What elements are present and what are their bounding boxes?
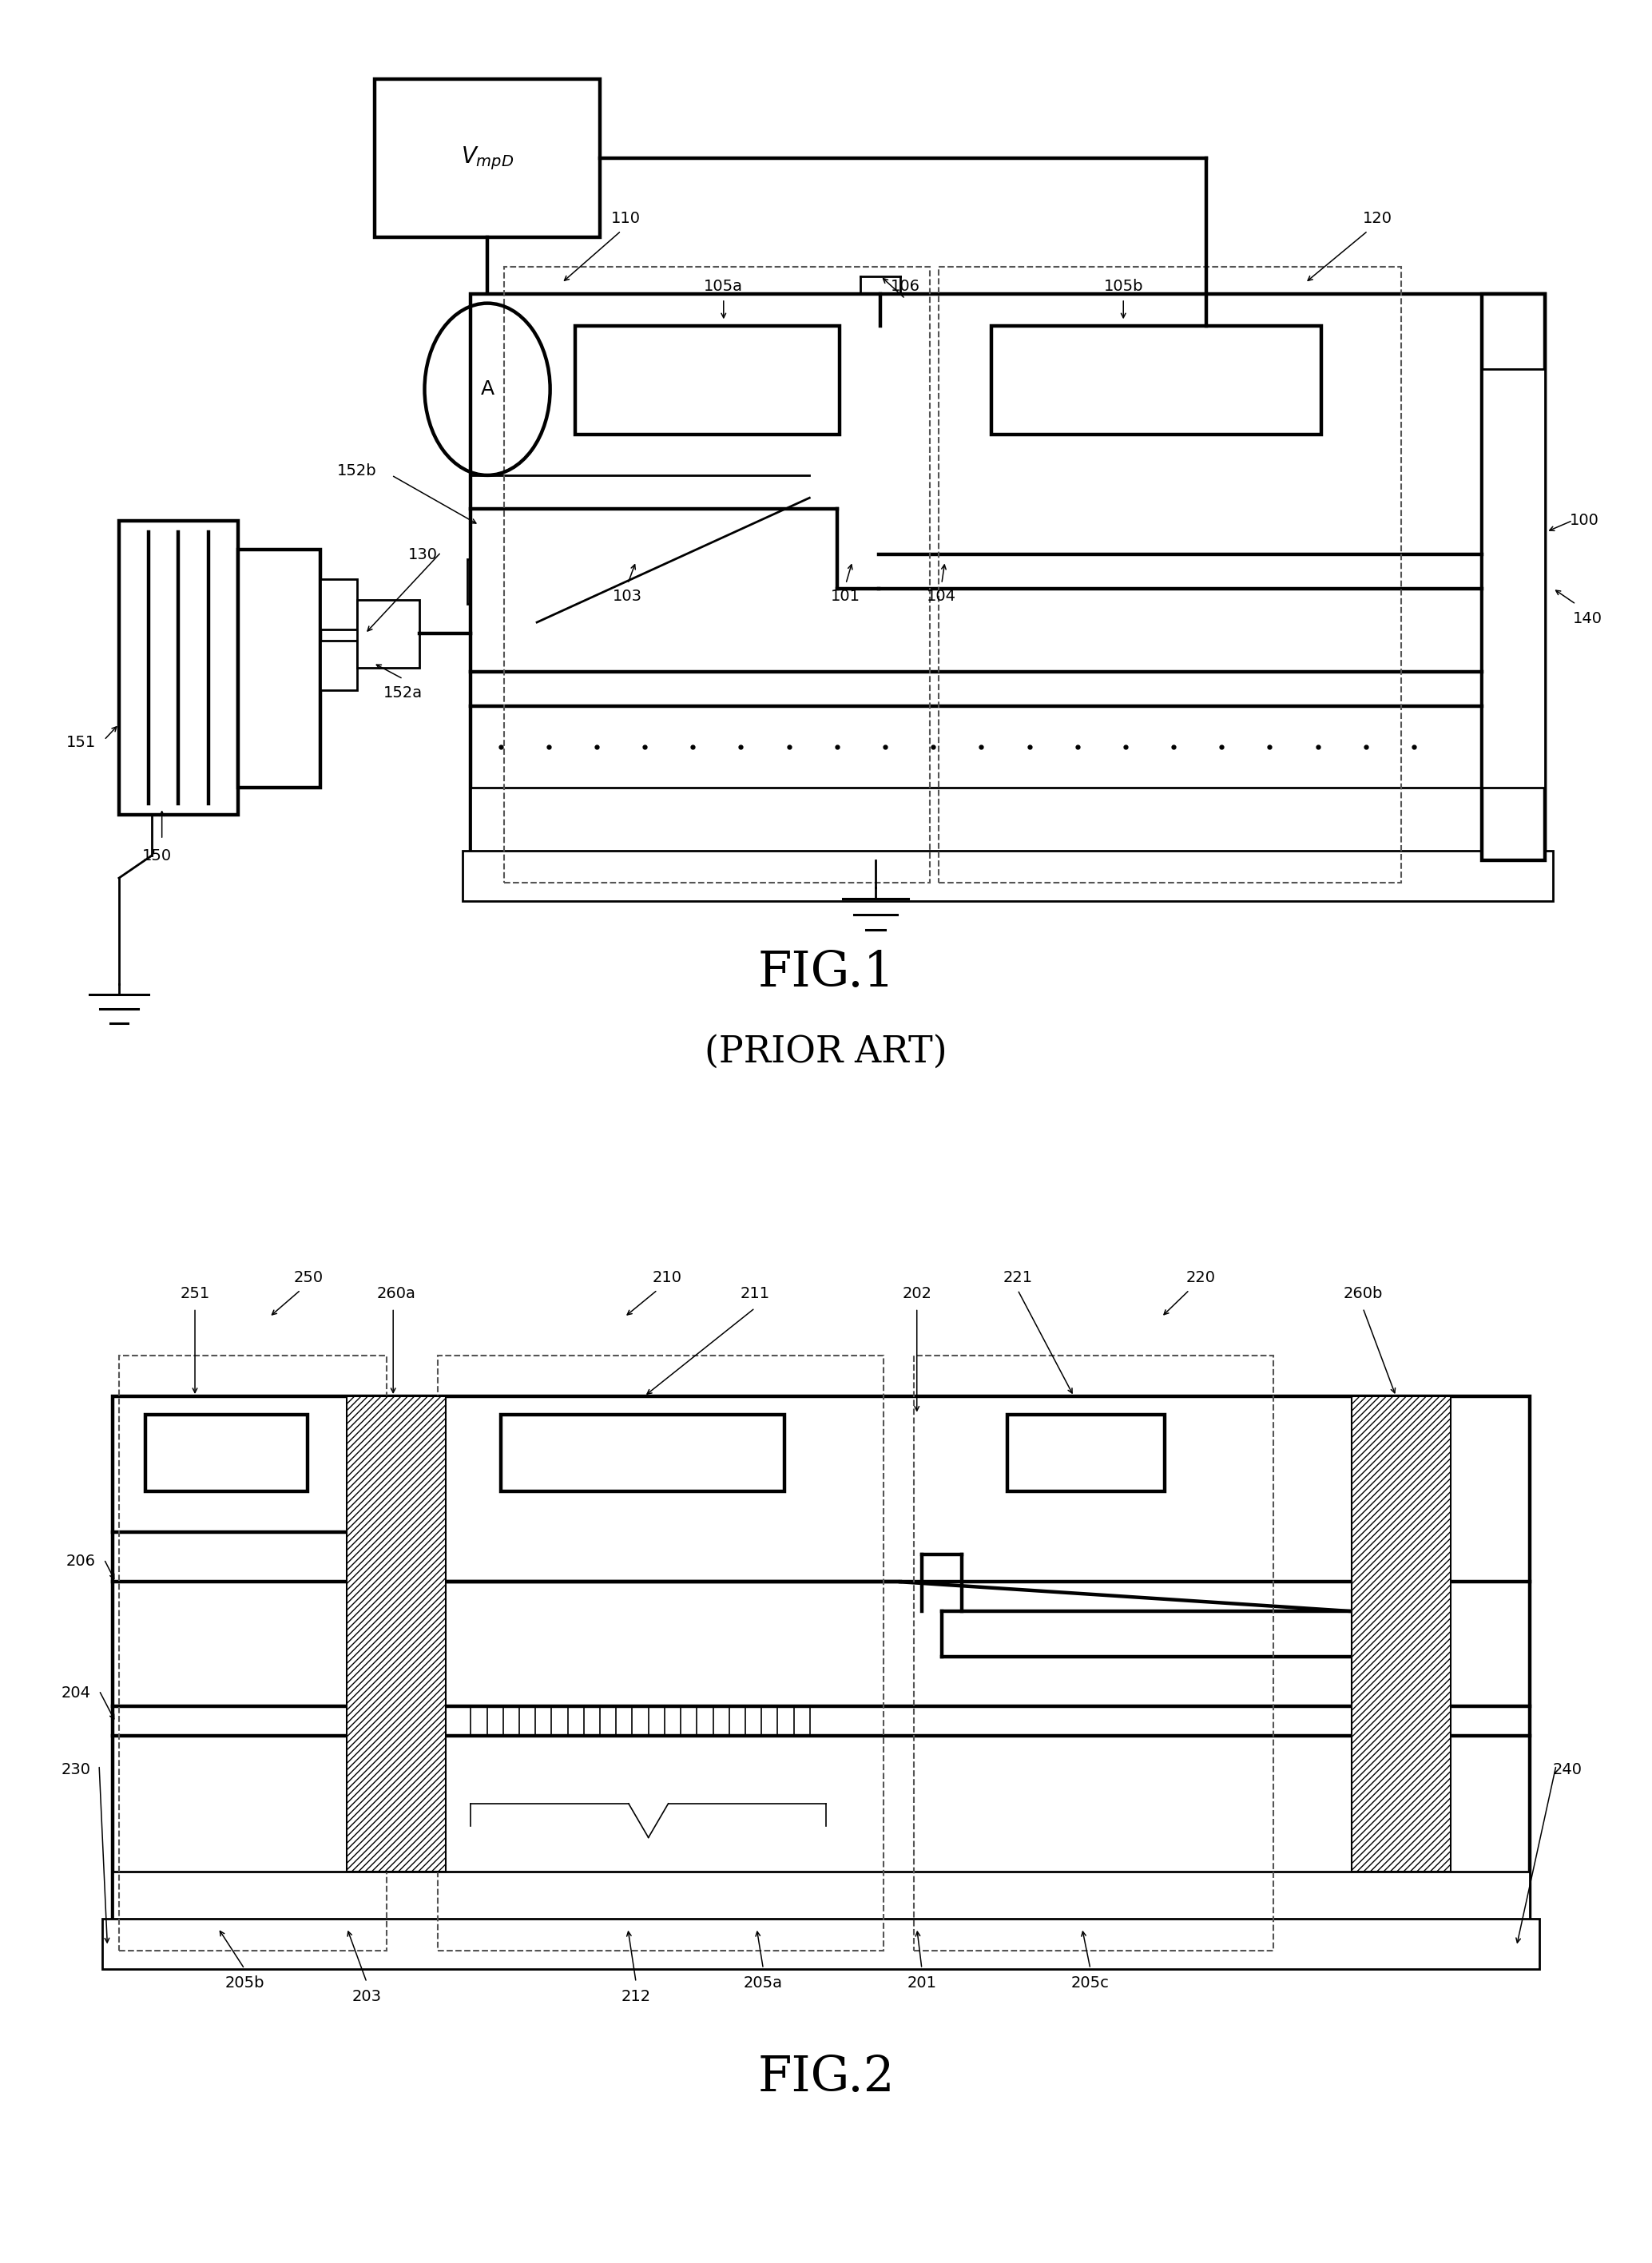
Text: 110: 110 [611,210,641,226]
Bar [463,851,1553,901]
Bar [991,326,1322,434]
Bar [102,1919,1540,1969]
Bar [357,600,420,668]
Bar [504,267,930,883]
Text: 105a: 105a [704,278,743,294]
Text: 230: 230 [61,1763,91,1776]
Bar [347,1396,446,1872]
Bar [501,1414,785,1491]
Text: 251: 251 [180,1285,210,1301]
Text: 211: 211 [740,1285,770,1301]
Text: 240: 240 [1553,1763,1583,1776]
Text: 140: 140 [1573,611,1602,627]
Bar [938,267,1401,883]
Bar [1351,1396,1450,1872]
Bar [119,520,238,815]
Text: 205b: 205b [225,1976,264,1991]
Text: 220: 220 [1186,1270,1216,1285]
Text: 201: 201 [907,1976,937,1991]
Bar [112,1396,1530,1928]
Text: 204: 204 [61,1686,91,1700]
Text: 150: 150 [142,849,172,864]
Text: 151: 151 [66,735,96,749]
Text: 152a: 152a [383,686,423,702]
Bar [914,1356,1274,1951]
Text: $V_{mpD}$: $V_{mpD}$ [461,145,514,172]
Text: (PRIOR ART): (PRIOR ART) [705,1034,947,1070]
Text: 202: 202 [902,1285,932,1301]
Text: 130: 130 [408,548,438,561]
Text: 103: 103 [613,588,643,604]
Text: FIG.1: FIG.1 [758,948,894,998]
Text: 212: 212 [621,1989,651,2005]
Text: 260a: 260a [377,1285,416,1301]
Text: 221: 221 [1003,1270,1032,1285]
Text: 205c: 205c [1070,1976,1110,1991]
Text: 260b: 260b [1343,1285,1383,1301]
Bar [471,788,1545,860]
Bar [145,1414,307,1491]
Bar [320,579,357,629]
Bar [1008,1414,1165,1491]
Text: 210: 210 [653,1270,682,1285]
Bar [1482,369,1545,788]
Text: 120: 120 [1363,210,1393,226]
Bar [112,1872,1530,1928]
Text: 106: 106 [890,278,920,294]
Text: FIG.2: FIG.2 [758,2053,894,2102]
Text: 104: 104 [927,588,957,604]
Bar [375,79,600,238]
Text: A: A [481,380,494,398]
Bar [575,326,839,434]
Bar [468,559,507,604]
Bar [119,1356,387,1951]
Text: 206: 206 [66,1555,96,1568]
Text: 105b: 105b [1104,278,1143,294]
Text: 152b: 152b [337,464,377,477]
Bar [471,294,1545,860]
Text: 203: 203 [352,1989,382,2005]
Bar [438,1356,884,1951]
Text: 100: 100 [1569,514,1599,527]
Bar [1482,294,1545,860]
Text: 101: 101 [831,588,861,604]
Text: 205a: 205a [743,1976,783,1991]
Bar [320,640,357,690]
Bar [238,550,320,788]
Text: 250: 250 [294,1270,324,1285]
